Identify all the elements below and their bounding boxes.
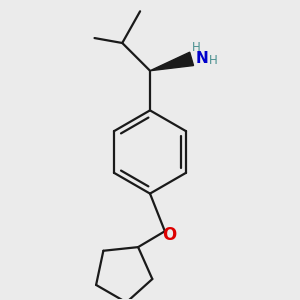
Text: O: O: [162, 226, 176, 244]
Text: H: H: [192, 41, 201, 55]
Text: H: H: [209, 54, 218, 67]
Text: N: N: [195, 51, 208, 66]
Polygon shape: [150, 52, 194, 71]
